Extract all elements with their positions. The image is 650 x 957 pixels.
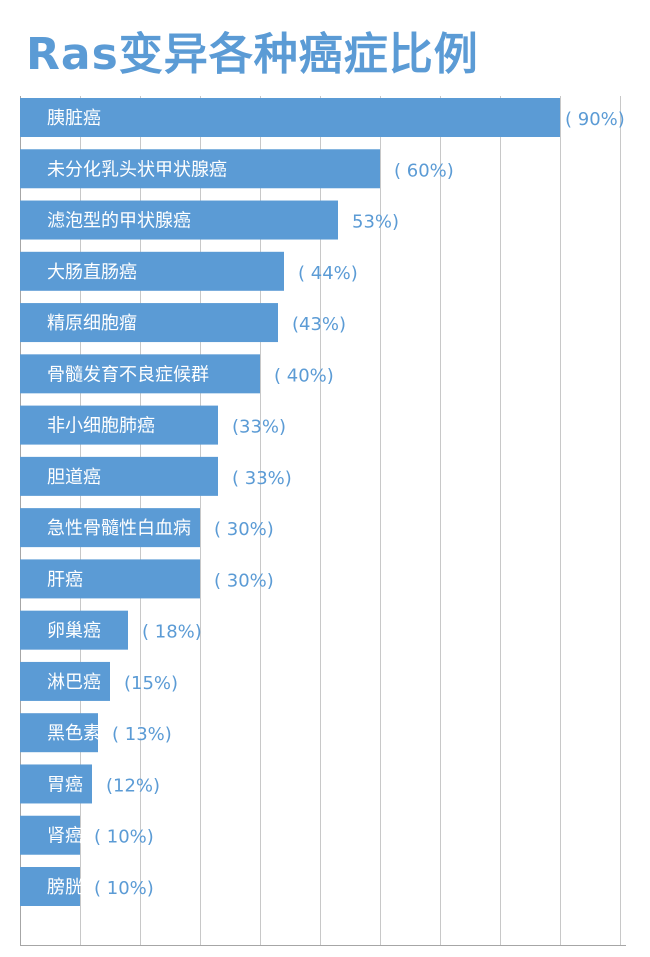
bar <box>20 610 128 650</box>
bar-value-label: ( 30%) <box>214 570 274 591</box>
bar-category-label: 肝癌 <box>47 569 83 590</box>
bar <box>20 559 200 599</box>
bar <box>20 508 200 548</box>
bar <box>20 200 338 240</box>
bar <box>20 149 380 189</box>
bar-category-label: 卵巢癌 <box>47 621 101 642</box>
bar-value-label: (43%) <box>292 314 346 335</box>
bar-value-label: 53%) <box>352 212 399 233</box>
bar-category-label: 胃癌 <box>47 774 83 795</box>
bar <box>20 354 260 394</box>
bar-category-label: 胆道癌 <box>47 467 101 488</box>
bar <box>20 98 560 137</box>
bar-value-label: ( 10%) <box>94 827 154 848</box>
bar <box>20 661 110 701</box>
bar-value-label: (12%) <box>106 775 160 796</box>
bar-value-label: ( 44%) <box>298 263 358 284</box>
chart-title: Ras变异各种癌症比例 <box>26 29 479 80</box>
bar-category-label: 膀胱癌 <box>47 877 101 898</box>
bar <box>20 713 98 753</box>
bar-value-label: ( 40%) <box>274 365 334 386</box>
bar <box>20 405 218 445</box>
bar-category-label: 淋巴癌 <box>47 672 101 693</box>
bar <box>20 303 278 343</box>
bar <box>20 815 80 855</box>
bar-value-label: ( 33%) <box>232 468 292 489</box>
bar-category-label: 胰脏癌 <box>47 108 101 129</box>
bar <box>20 764 92 804</box>
bar-category-label: 黑色素细胞瘤 <box>47 723 155 744</box>
bar-category-label: 肾癌 <box>47 826 83 847</box>
bar-category-label: 精原细胞瘤 <box>47 313 137 334</box>
bar <box>20 456 218 496</box>
bar-value-label: (15%) <box>124 673 178 694</box>
bar-value-label: ( 60%) <box>394 160 454 181</box>
bar <box>20 251 284 291</box>
bar-category-label: 骨髓发育不良症候群 <box>47 364 209 385</box>
bar-value-label: (33%) <box>232 417 286 438</box>
bar-category-label: 滤泡型的甲状腺癌 <box>47 211 191 232</box>
bar-value-label: ( 18%) <box>142 622 202 643</box>
bar-value-label: ( 90%) <box>565 109 625 130</box>
bar-value-label: ( 30%) <box>214 519 274 540</box>
bar-value-label: ( 10%) <box>94 878 154 899</box>
bar-category-label: 未分化乳头状甲状腺癌 <box>47 159 227 180</box>
bar-category-label: 大肠直肠癌 <box>47 262 137 283</box>
bar-category-label: 急性骨髓性白血病 <box>47 518 191 539</box>
bar-value-label: ( 13%) <box>112 724 172 745</box>
bar-category-label: 非小细胞肺癌 <box>47 416 155 437</box>
bar <box>20 867 80 906</box>
